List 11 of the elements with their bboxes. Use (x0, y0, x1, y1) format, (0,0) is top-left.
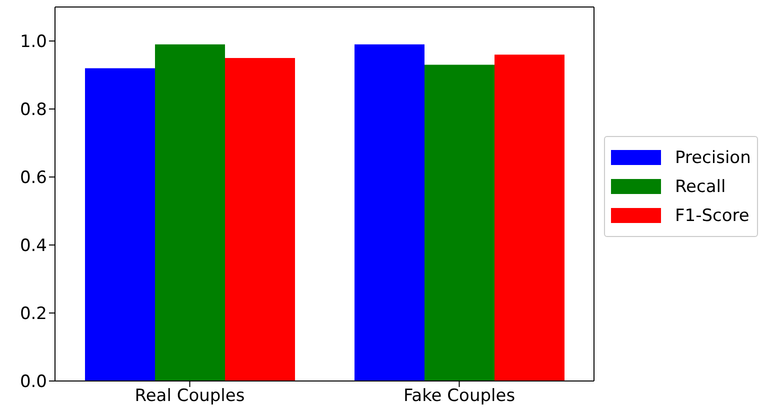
x-tick-label: Real Couples (134, 386, 245, 406)
y-tick-label: 1.0 (20, 32, 47, 52)
x-tick-label: Fake Couples (403, 386, 516, 406)
legend-label: Recall (675, 176, 726, 196)
y-tick-label: 0.4 (20, 236, 47, 256)
y-tick-label: 0.8 (20, 100, 47, 120)
legend-label: Precision (675, 148, 751, 168)
y-tick-label: 0.2 (20, 304, 47, 324)
y-tick-label: 0.6 (20, 168, 47, 188)
y-tick-label: 0.0 (20, 372, 47, 392)
legend-label: F1-Score (675, 206, 750, 226)
